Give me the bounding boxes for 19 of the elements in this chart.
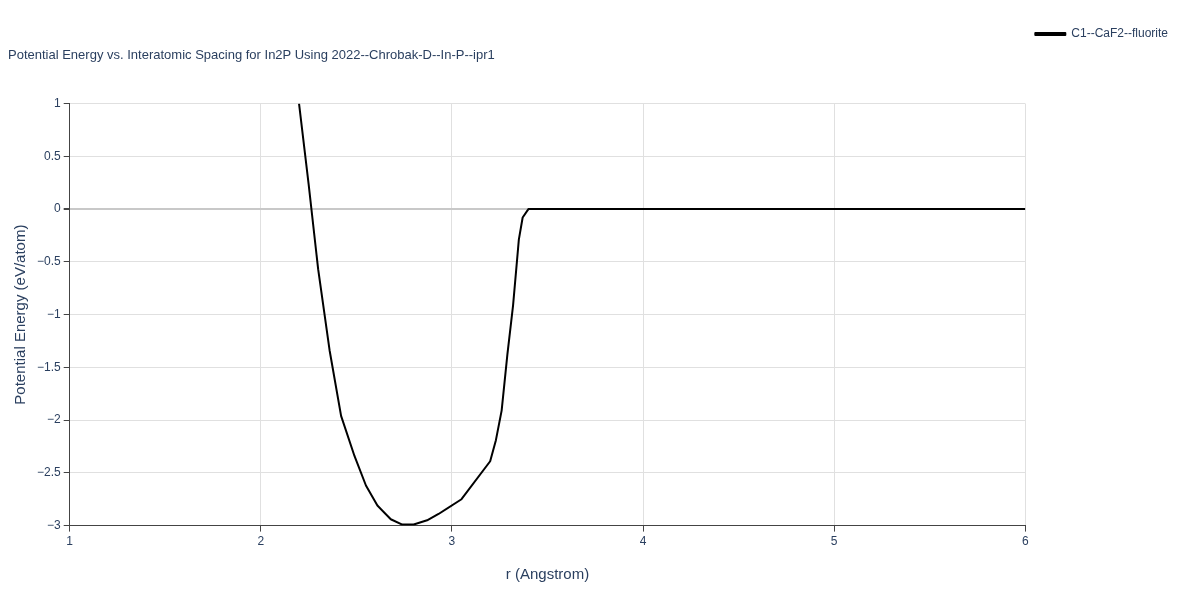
y-tick-label: −3	[47, 517, 62, 532]
y-tick-label: 1	[54, 95, 61, 110]
y-tick-label: −1	[47, 306, 62, 321]
chart-title: Potential Energy vs. Interatomic Spacing for In2P Using 2022--Chrobak-D--In-P--ipr1	[8, 47, 495, 63]
x-tick-label: 4	[639, 534, 647, 549]
y-tick-label: 0.5	[44, 148, 62, 163]
x-axis-title: r (Angstrom)	[505, 565, 590, 583]
x-tick-label: 3	[448, 534, 456, 549]
x-tick-label: 6	[1021, 534, 1029, 549]
y-tick-label: −0.5	[36, 254, 61, 269]
x-tick-label: 1	[66, 534, 74, 549]
legend-label: C1--CaF2--fluorite	[1071, 26, 1169, 41]
y-axis-title: Potential Energy (eV/atom)	[11, 224, 29, 405]
y-tick-label: −1.5	[36, 359, 61, 374]
y-tick-label: −2	[47, 412, 62, 427]
y-tick-label: 0	[54, 201, 61, 216]
x-tick-label: 5	[830, 534, 838, 549]
y-tick-label: −2.5	[36, 465, 61, 480]
x-tick-label: 2	[257, 534, 265, 549]
